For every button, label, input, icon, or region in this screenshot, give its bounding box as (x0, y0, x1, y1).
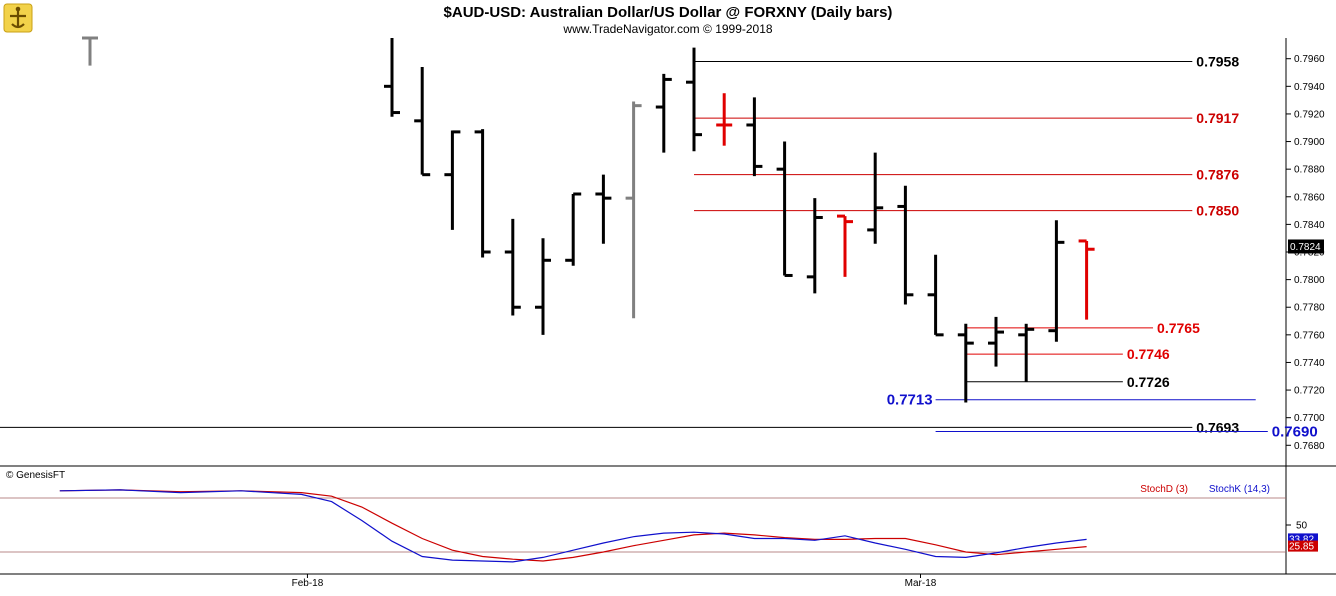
price-tick-label: 0.7940 (1294, 82, 1325, 93)
copyright-label: © GenesisFT (6, 470, 65, 481)
price-bar (1048, 220, 1065, 342)
price-bar (535, 238, 551, 335)
price-tick-label: 0.7700 (1294, 413, 1325, 424)
price-tick-label: 0.7800 (1294, 275, 1325, 286)
level-label: 0.7876 (1196, 167, 1239, 183)
price-bar (957, 323, 974, 403)
price-bar (897, 185, 914, 305)
stochk-last-label: 33.82 (1289, 534, 1314, 545)
level-label: 0.7690 (1272, 423, 1318, 440)
price-axis: 0.7680 0.7700 0.7720 0.7740 0.7760 0.7780 0.78… (1286, 54, 1325, 452)
price-tick-label: 0.7840 (1294, 220, 1325, 231)
price-tick-label: 0.7780 (1294, 303, 1325, 314)
level-label: 0.7958 (1196, 53, 1239, 69)
price-bar (384, 38, 400, 117)
price-tick-label: 0.7760 (1294, 330, 1325, 341)
price-tick-label: 0.7740 (1294, 358, 1325, 369)
price-bar (1078, 239, 1095, 320)
chart-subtitle: www.TradeNavigator.com © 1999-2018 (562, 22, 772, 36)
price-bar (625, 101, 642, 319)
price-tick-label: 0.7900 (1294, 137, 1325, 148)
last-price-box (1288, 239, 1324, 254)
stochd-last-box (1288, 540, 1318, 552)
level-label: 0.7726 (1127, 374, 1170, 390)
genesis-logo-icon (3, 3, 33, 33)
time-axis: Feb-18 Mar-18 (292, 574, 937, 589)
bars-layer (82, 36, 1095, 403)
price-bar (776, 141, 793, 277)
stochd-line (59, 489, 1087, 562)
price-bar (444, 130, 461, 230)
stochd-last-label: 25.85 (1289, 542, 1314, 553)
level-label: 0.7917 (1196, 110, 1239, 126)
price-tick-label: 0.7920 (1294, 109, 1325, 120)
chart-title: $AUD-USD: Australian Dollar/US Dollar @ … (444, 4, 893, 21)
stochk-legend: StochK (14,3) (1209, 484, 1270, 495)
price-bar (565, 192, 582, 266)
price-bar (927, 254, 944, 337)
price-bar (716, 93, 733, 146)
levels-layer: 0.7958 0.7917 0.7876 0.7850 0.7765 0.7746 0.77… (0, 53, 1318, 440)
price-bar (595, 174, 612, 244)
price-bar (82, 36, 98, 66)
price-bar (837, 214, 853, 277)
level-label: 0.7713 (887, 392, 933, 409)
stoch-tick-label: 50 (1296, 521, 1308, 532)
price-bar (414, 66, 431, 177)
stochk-last-box (1288, 533, 1318, 545)
level-label: 0.7693 (1196, 419, 1239, 435)
level-label: 0.7746 (1127, 346, 1170, 362)
price-tick-label: 0.7680 (1294, 441, 1325, 452)
price-bar (867, 152, 884, 244)
time-tick-label: Mar-18 (905, 578, 937, 589)
price-bar (988, 316, 1004, 367)
price-bar (746, 97, 763, 177)
level-label: 0.7850 (1196, 203, 1239, 219)
last-price-label: 0.7824 (1290, 242, 1321, 253)
price-bar (806, 198, 823, 294)
price-bar (474, 129, 491, 258)
price-bar (655, 73, 672, 153)
price-bar (1018, 323, 1035, 382)
price-tick-label: 0.7720 (1294, 386, 1325, 397)
level-label: 0.7765 (1157, 320, 1200, 336)
price-tick-label: 0.7960 (1294, 54, 1325, 65)
stochd-legend: StochD (3) (1140, 484, 1188, 495)
time-tick-label: Feb-18 (292, 578, 324, 589)
stochk-line (59, 489, 1087, 563)
price-tick-label: 0.7860 (1294, 192, 1325, 203)
price-tick-label: 0.7880 (1294, 165, 1325, 176)
price-bar (686, 47, 702, 152)
price-bar (504, 218, 521, 316)
